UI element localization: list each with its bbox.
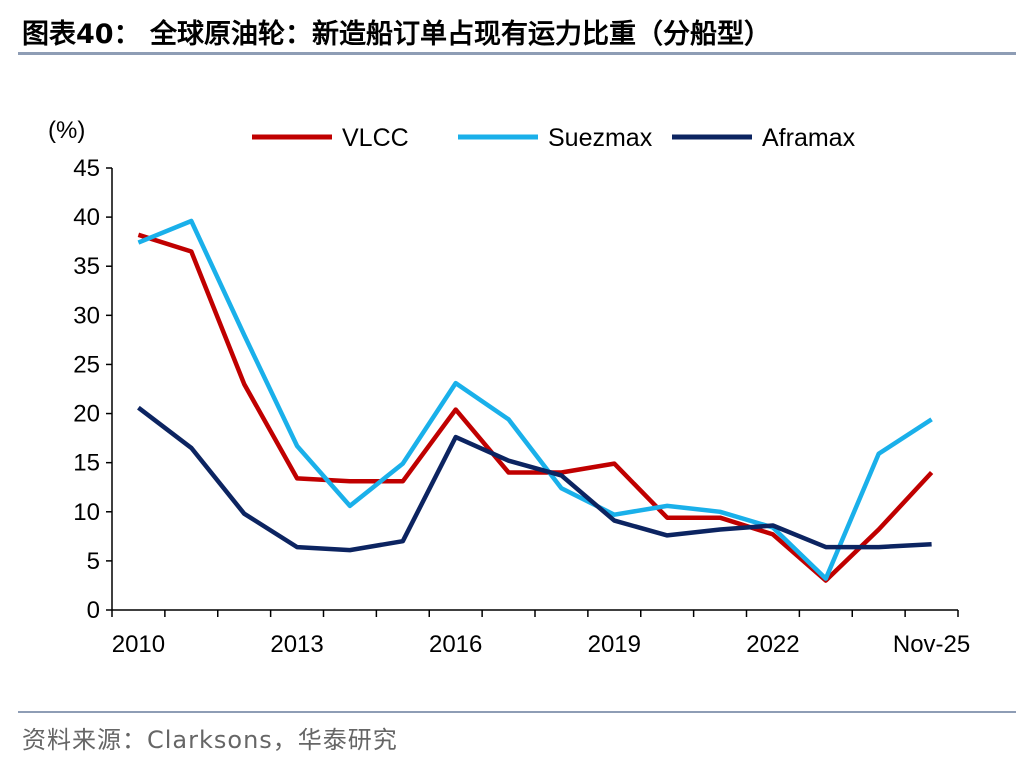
chart-title: 图表40： 全球原油轮：新造船订单占现有运力比重（分船型） bbox=[22, 19, 771, 50]
chart-legend: VLCC Suezmax Aframax bbox=[252, 124, 856, 152]
y-tick-label: 40 bbox=[73, 204, 100, 231]
legend-label-aframax: Aframax bbox=[762, 124, 856, 152]
x-tick-label: 2016 bbox=[429, 631, 482, 658]
series-line-aframax bbox=[137, 405, 932, 553]
y-axis-label: (%) bbox=[48, 117, 85, 144]
x-tick-label: Nov-25 bbox=[893, 631, 970, 658]
series-lines bbox=[137, 218, 934, 583]
y-tick-label: 20 bbox=[73, 401, 100, 428]
y-tick-label: 5 bbox=[87, 548, 100, 575]
x-tick-label: 2013 bbox=[270, 631, 323, 658]
y-tick-label: 0 bbox=[87, 597, 100, 624]
y-tick-label: 45 bbox=[73, 155, 100, 182]
x-tick-label: 2010 bbox=[112, 631, 165, 658]
y-tick-label: 15 bbox=[73, 450, 100, 477]
source-divider bbox=[18, 711, 1016, 713]
legend-label-suezmax: Suezmax bbox=[548, 124, 653, 152]
x-tick-label: 2019 bbox=[588, 631, 641, 658]
line-chart: (%) 0 5 10 15 20 25 30 35 40 45 2010 2013 2016 2019 20… bbox=[48, 117, 970, 658]
y-tick-label: 30 bbox=[73, 302, 100, 329]
y-tick-label: 25 bbox=[73, 351, 100, 378]
x-tick-label: 2022 bbox=[746, 631, 799, 658]
y-tick-label: 35 bbox=[73, 253, 100, 280]
series-line-vlcc bbox=[137, 232, 934, 583]
series-line-suezmax bbox=[137, 218, 933, 581]
legend-label-vlcc: VLCC bbox=[342, 124, 409, 152]
title-divider bbox=[18, 52, 1016, 55]
y-tick-label: 10 bbox=[73, 499, 100, 526]
source-note: 资料来源：Clarksons，华泰研究 bbox=[22, 726, 398, 754]
chart-axes: 0 5 10 15 20 25 30 35 40 45 2010 2013 2016 2019 2022 No… bbox=[73, 155, 970, 658]
